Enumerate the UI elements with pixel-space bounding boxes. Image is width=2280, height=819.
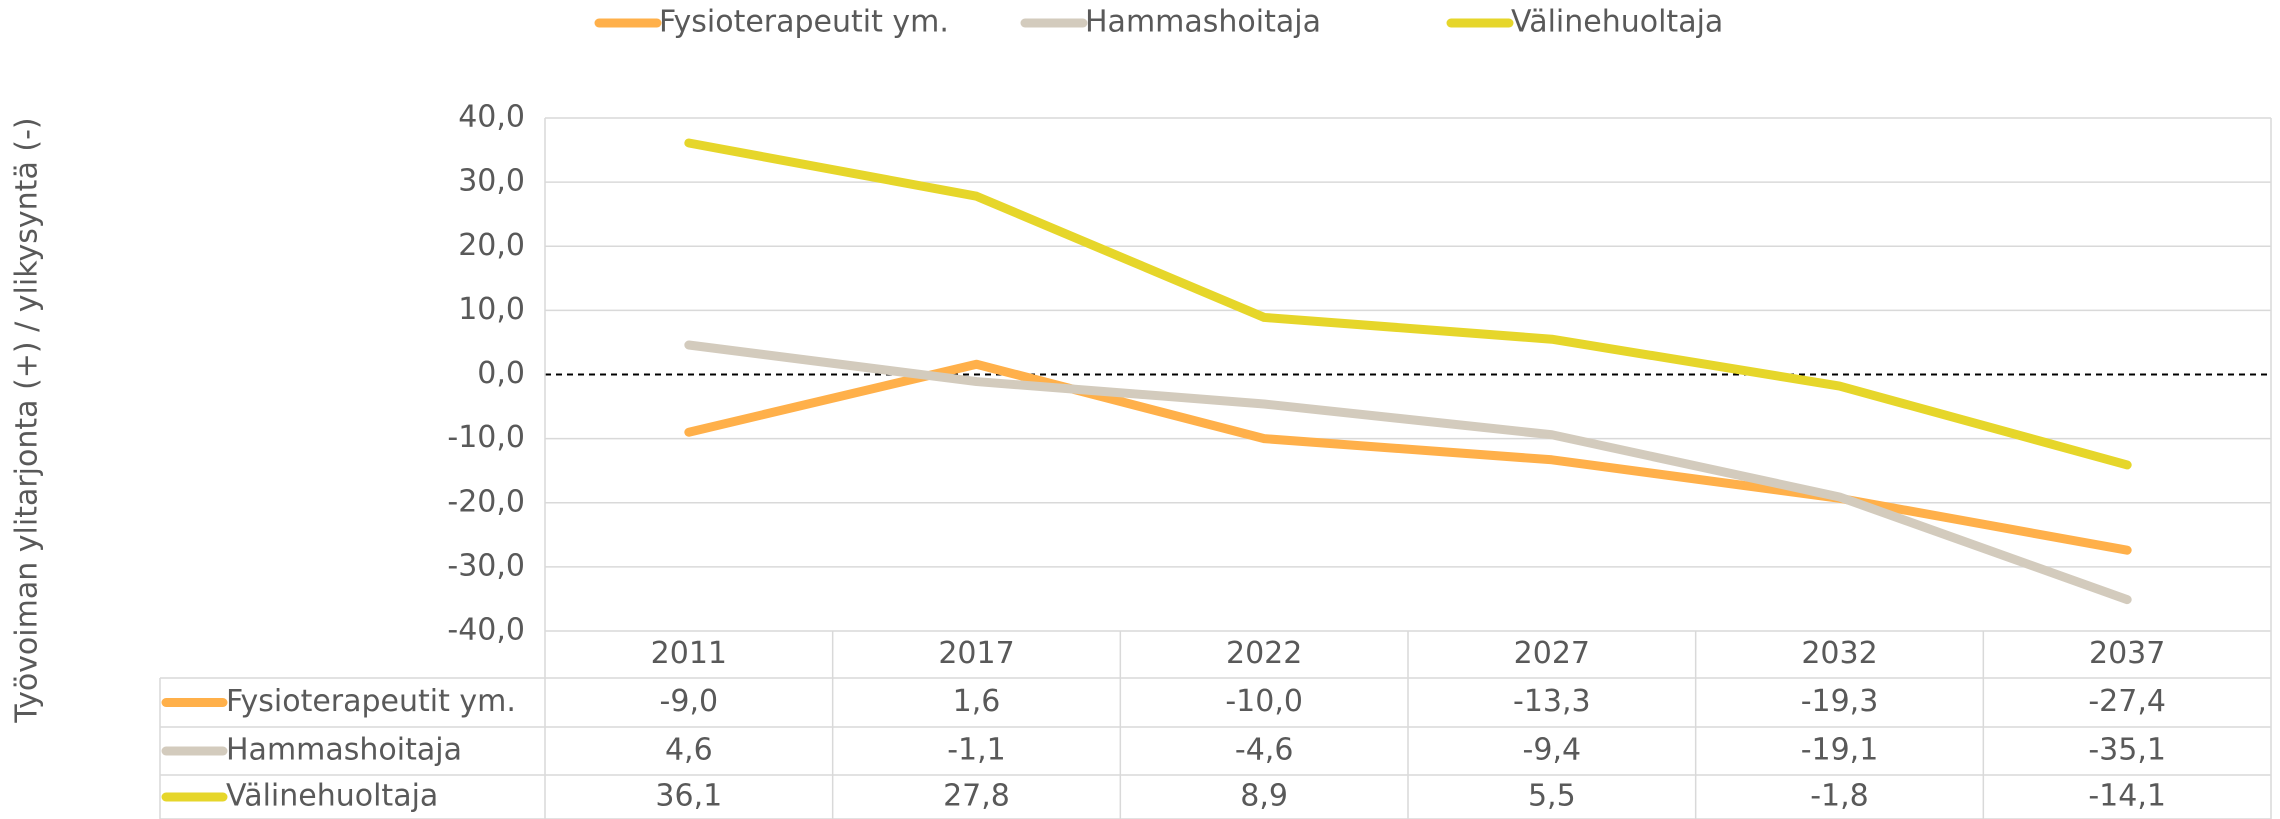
y-tick-label: 0,0: [477, 356, 525, 391]
data-label: -19,3: [1801, 684, 1879, 719]
data-label: -9,4: [1523, 733, 1582, 768]
data-label: 1,6: [953, 684, 1001, 719]
x-tick-label: 2022: [1226, 636, 1302, 671]
y-tick-label: -10,0: [447, 420, 525, 455]
x-tick-label: 2032: [1801, 636, 1877, 671]
x-tick-label: 2027: [1514, 636, 1590, 671]
series-line: [684, 340, 2132, 605]
table-row-label: Välinehuoltaja: [226, 779, 438, 814]
data-label: 5,5: [1528, 779, 1576, 814]
table-row-label: Hammashoitaja: [226, 733, 462, 768]
y-tick-label: 20,0: [458, 228, 525, 263]
legend-label: Fysioterapeutit ym.: [659, 5, 949, 40]
data-label: -13,3: [1513, 684, 1591, 719]
data-label: -35,1: [2088, 733, 2166, 768]
data-label: -19,1: [1801, 733, 1879, 768]
y-tick-label: -30,0: [447, 548, 525, 583]
data-label: -9,0: [660, 684, 719, 719]
series-line: [684, 138, 2132, 470]
y-axis-label: Työvoiman ylitarjonta (+) / ylikysyntä (…: [10, 117, 45, 723]
data-label: -10,0: [1225, 684, 1303, 719]
data-label: -14,1: [2088, 779, 2166, 814]
data-label: 8,9: [1240, 779, 1288, 814]
data-label: -1,1: [947, 733, 1006, 768]
x-tick-label: 2011: [651, 636, 727, 671]
data-label: 27,8: [943, 779, 1010, 814]
legend-label: Hammashoitaja: [1085, 5, 1321, 40]
table-row-label: Fysioterapeutit ym.: [226, 684, 516, 719]
data-label: 36,1: [655, 779, 722, 814]
data-label: -4,6: [1235, 733, 1294, 768]
y-tick-label: 30,0: [458, 164, 525, 199]
y-tick-label: -20,0: [447, 484, 525, 519]
legend-label: Välinehuoltaja: [1511, 5, 1723, 40]
y-tick-label: -40,0: [447, 613, 525, 648]
y-tick-label: 10,0: [458, 292, 525, 327]
x-tick-label: 2037: [2089, 636, 2165, 671]
y-tick-label: 40,0: [458, 100, 525, 135]
data-label: -27,4: [2088, 684, 2166, 719]
data-label: -1,8: [1810, 779, 1869, 814]
x-tick-label: 2017: [938, 636, 1014, 671]
data-label: 4,6: [665, 733, 713, 768]
